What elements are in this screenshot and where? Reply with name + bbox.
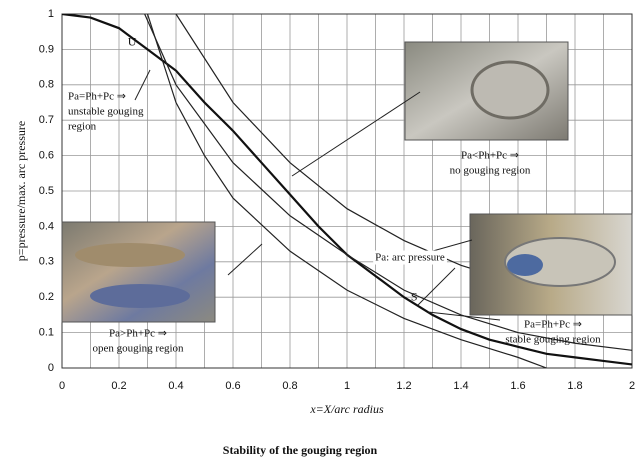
x-tick-label: 0.6 [225,380,240,392]
photo-stable-gouging [469,213,633,316]
y-tick-label: 0.9 [39,43,54,55]
x-tick-label: 2 [629,380,635,392]
annotation: Pa=Ph+Pc ⇒ [524,319,582,331]
y-tick-label: 0.8 [39,79,54,91]
photo-no-gouging [404,41,569,141]
y-tick-label: 0 [48,362,54,374]
x-tick-label: 0.4 [168,380,183,392]
x-tick-label: 1.8 [567,380,582,392]
x-tick-label: 0 [59,380,65,392]
annotation-bg [373,250,447,265]
x-tick-label: 0.8 [282,380,297,392]
annotation: region [68,121,97,133]
annotation: Pa=Ph+Pc ⇒ [68,91,126,103]
annotation: Pa<Ph+Pc ⇒ [461,150,519,162]
x-tick-label: 1.2 [396,380,411,392]
point-label: U [128,35,137,49]
annotation: open gouging region [92,343,184,355]
y-tick-label: 0.2 [39,291,54,303]
y-tick-label: 0.1 [39,327,54,339]
plot-frame [61,13,633,369]
annotation: stable gouging region [505,334,601,346]
y-tick-label: 0.4 [39,220,54,232]
y-tick-label: 0.7 [39,114,54,126]
x-tick-label: 1.6 [510,380,525,392]
annotation: Pa>Ph+Pc ⇒ [109,328,167,340]
annotation: unstable gouging [68,106,144,118]
y-tick-label: 1 [48,8,54,20]
x-tick-label: 1 [344,380,350,392]
y-axis-label: p=pressure/max. arc pressure [14,121,28,261]
curve [144,14,632,351]
chart-title: Stability of the gouging region [223,443,378,457]
annotation: no gouging region [450,165,531,177]
photo-open-gouging [61,221,216,323]
curve [146,14,547,368]
y-tick-label: 0.5 [39,185,54,197]
y-tick-label: 0.3 [39,256,54,268]
x-tick-label: 0.2 [111,380,126,392]
x-axis-label: x=X/arc radius [309,402,384,416]
annotation: Pa: arc pressure [375,252,445,264]
y-tick-label: 0.6 [39,150,54,162]
x-tick-label: 1.4 [453,380,468,392]
point-label: S [411,290,418,304]
